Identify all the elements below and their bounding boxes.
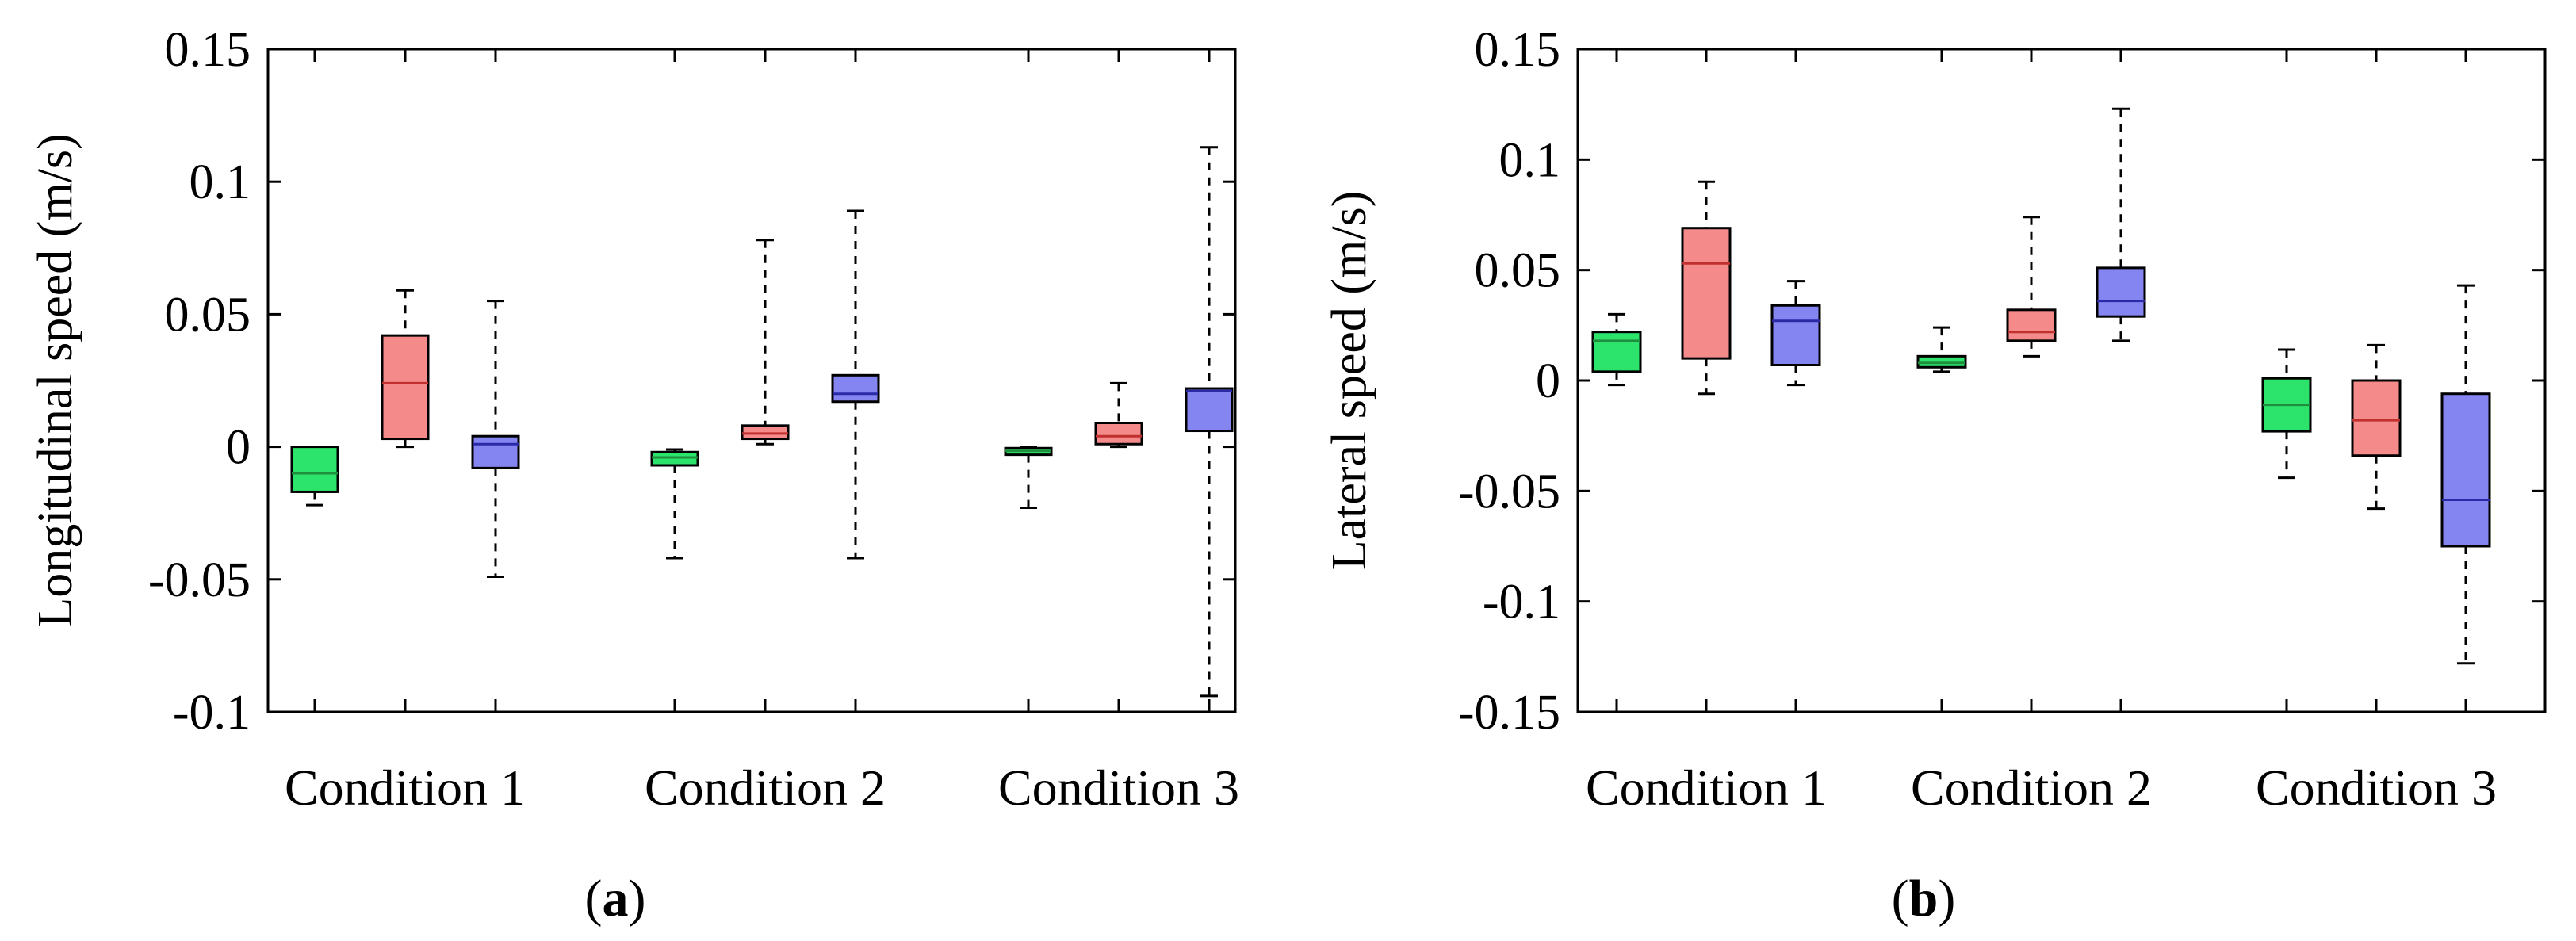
panel-a-category-label: Condition 1 [285, 759, 526, 816]
panel-b-ytick-label: -0.1 [1483, 576, 1560, 629]
panel-b-cond2-series2-box [2006, 308, 2057, 342]
panel-b-cond1-series1-box [1591, 331, 1642, 373]
panel-a-ytick-label: -0.05 [148, 553, 251, 607]
panel-b-plot-frame [1576, 48, 2547, 713]
panel-b-category-label: Condition 2 [1911, 759, 2152, 816]
panel-b-ytick-label: -0.15 [1458, 686, 1560, 740]
panel-a-cond3-series3-box [1185, 387, 1234, 433]
panel-a-cond1-series1-box [290, 446, 339, 493]
panel-a-cond1-series3-box [471, 434, 520, 469]
panel-a-y-axis-label: Longitudinal speed (m/s) [29, 133, 82, 627]
panel-a-label: (a) [585, 870, 646, 928]
panel-a-category-label: Condition 3 [998, 759, 1239, 816]
panel-a-cond2-series3-box [831, 373, 880, 404]
panel-b-category-label: Condition 3 [2256, 759, 2497, 816]
panel-a-cond1-series2-box [381, 334, 430, 441]
panel-b-chart: -0.15 -0.1 -0.05 0 0.05 0.1 0.15 Lateral speed … [1322, 23, 2547, 816]
panel-b-ytick-label: -0.05 [1458, 465, 1560, 518]
panel-b-ytick-label: 0 [1536, 354, 1560, 408]
panel-a-ytick-label: 0.15 [165, 23, 251, 77]
panel-b-cond1-series3-box [1770, 304, 1821, 366]
panel-b-cond2-series3-box [2096, 266, 2146, 318]
panel-a-ytick-label: 0.1 [189, 155, 251, 209]
panel-a-cond2-series1-box [650, 450, 699, 467]
panel-a-cond2-series2-box [741, 424, 790, 441]
panel-a-plot-frame [266, 48, 1237, 713]
panel-b-ytick-label: 0.05 [1475, 244, 1561, 298]
panel-a-ytick-label: -0.1 [173, 686, 251, 740]
panel-a-category-label: Condition 2 [645, 759, 886, 816]
panel-b-ytick-label: 0.15 [1475, 23, 1561, 77]
panel-a-cond3-series2-box [1094, 422, 1143, 446]
panel-b-y-axis-label: Lateral speed (m/s) [1322, 191, 1376, 571]
panel-a-chart: -0.1 -0.05 0 0.05 0.1 0.15 Longitudinal speed … [29, 23, 1239, 816]
panel-b-label: (b) [1892, 870, 1956, 928]
panel-b-cond3-series2-box [2351, 379, 2402, 457]
panel-b-cond3-series3-box [2440, 392, 2491, 548]
panel-b-category-label: Condition 1 [1586, 759, 1827, 816]
panel-b-cond1-series2-box [1681, 227, 1732, 360]
panel-b-ytick-label: 0.1 [1499, 133, 1561, 187]
panel-a-ytick-label: 0.05 [165, 288, 251, 342]
panel-a-ytick-label: 0 [226, 421, 251, 475]
